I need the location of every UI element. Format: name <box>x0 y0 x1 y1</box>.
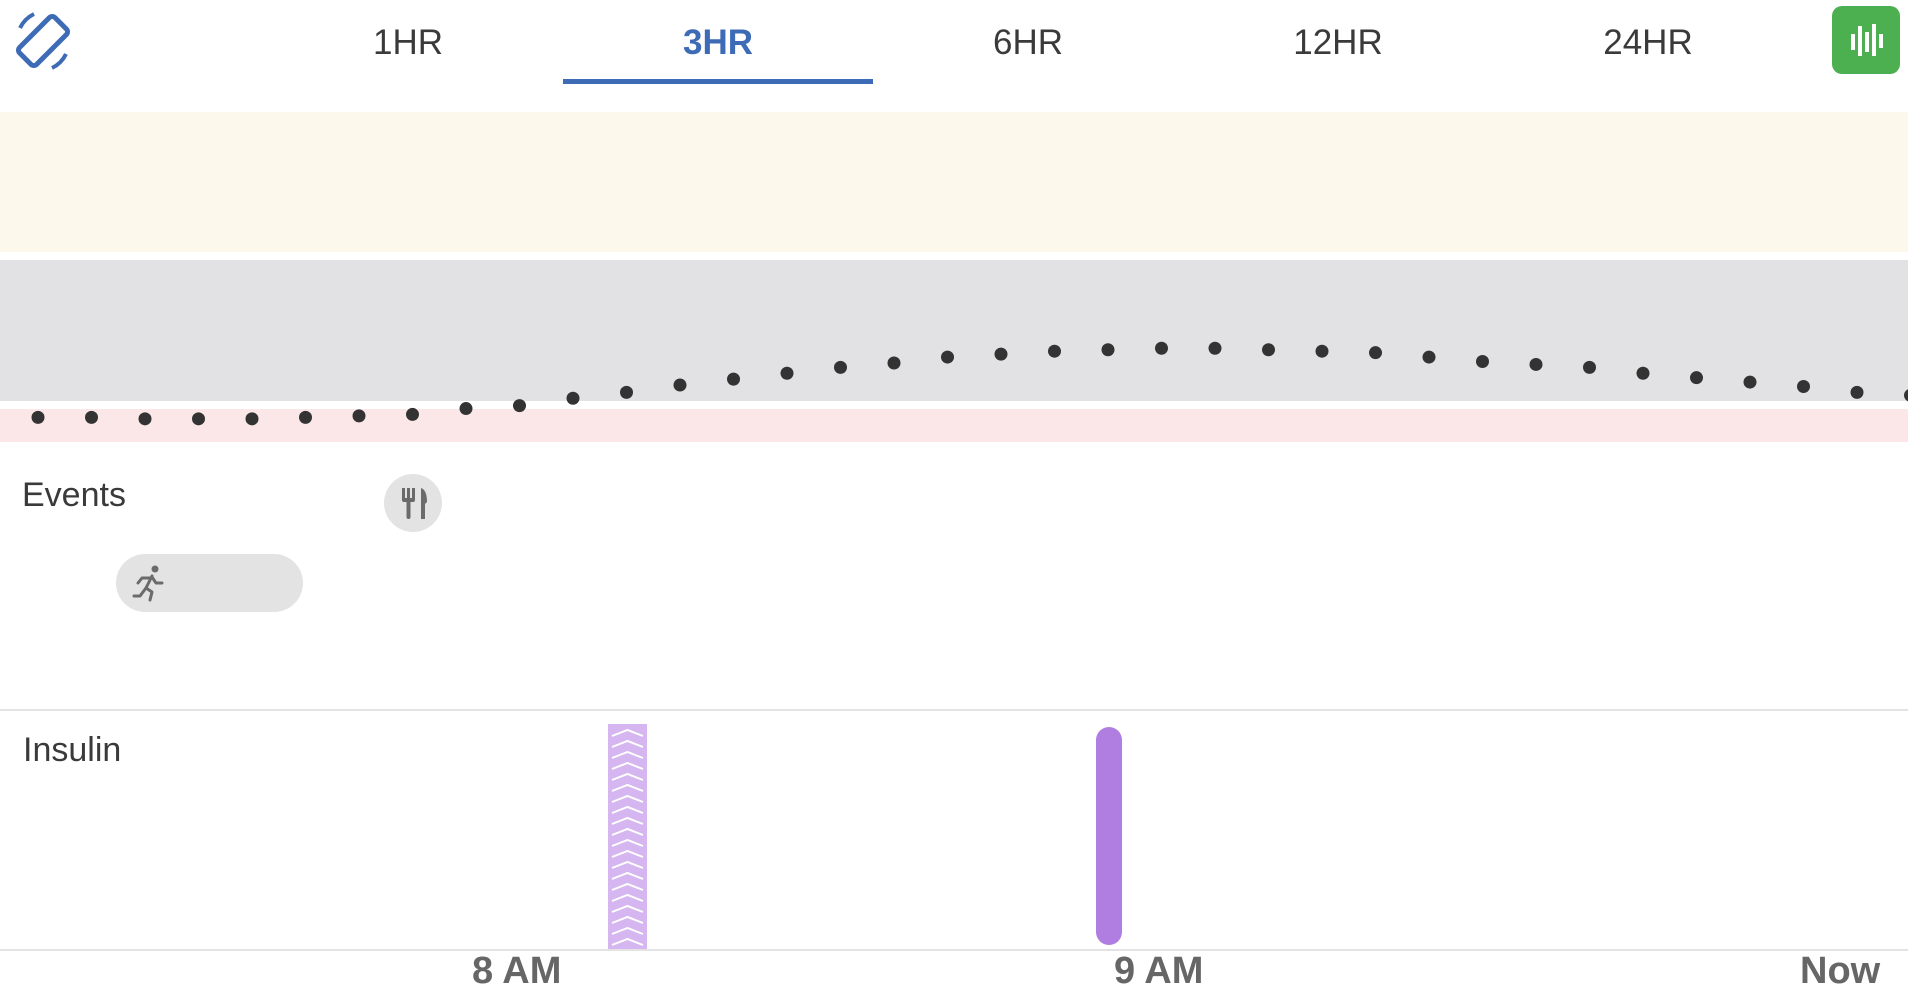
active-tab-indicator <box>563 79 873 84</box>
insulin-label: Insulin <box>23 731 122 769</box>
glucose-reading-dot <box>406 407 419 421</box>
glucose-reading-dot <box>1262 343 1275 357</box>
glucose-reading-dot <box>994 347 1008 361</box>
glucose-reading-dot <box>1850 385 1864 399</box>
glucose-reading-dot <box>299 410 312 424</box>
glucose-reading-dot <box>1797 379 1810 393</box>
high-range-band <box>0 112 1908 252</box>
tab-12hr[interactable]: 12HR <box>1293 23 1383 62</box>
glucose-reading-dot <box>352 409 366 423</box>
tab-3hr[interactable]: 3HR <box>682 23 754 62</box>
exercise-event[interactable] <box>116 554 303 612</box>
glucose-reading-dot <box>727 372 740 386</box>
axis-label-9am: 9 AM <box>1114 950 1204 992</box>
basal-insulin-bar[interactable] <box>608 724 647 950</box>
low-range-band <box>0 409 1908 442</box>
bar-chart-icon <box>1851 24 1883 56</box>
glucose-reading-dot <box>941 350 954 364</box>
axis-divider <box>0 949 1908 951</box>
glucose-reading-dot <box>1636 366 1650 380</box>
glucose-reading-dot <box>138 412 152 426</box>
glucose-reading-dot <box>1315 344 1329 358</box>
meal-event[interactable] <box>384 474 442 532</box>
glucose-reading-dot <box>1743 375 1757 389</box>
tab-6hr[interactable]: 6HR <box>992 23 1064 62</box>
events-divider <box>0 709 1908 711</box>
glucose-reading-dot <box>1529 357 1543 371</box>
glucose-reading-dot <box>566 391 580 405</box>
tab-1hr[interactable]: 1HR <box>372 23 444 62</box>
glucose-reading-dot <box>780 366 794 380</box>
fork-knife-icon <box>402 488 427 519</box>
glucose-reading-dot <box>1690 371 1703 385</box>
glucose-reading-dot <box>673 378 687 392</box>
glucose-reading-dot <box>459 402 473 416</box>
glucose-reading-dot <box>1208 341 1222 355</box>
axis-label-now: Now <box>1800 950 1881 992</box>
screen-rotation-icon[interactable] <box>8 6 78 76</box>
glucose-reading-dot <box>513 399 526 413</box>
glucose-reading-dot <box>1476 355 1489 368</box>
glucose-reading-dot <box>31 410 45 424</box>
axis-label-8am: 8 AM <box>472 950 562 992</box>
target-range-band <box>0 260 1908 401</box>
glucose-reading-dot <box>245 412 259 426</box>
glucose-reading-dot <box>1422 350 1436 364</box>
running-person-icon <box>132 565 164 602</box>
glucose-reading-dot <box>620 385 633 399</box>
glucose-reading-dot <box>1369 346 1382 360</box>
glucose-reading-dot <box>1904 389 1908 402</box>
glucose-reading-dot <box>85 410 98 424</box>
glucose-reading-dot <box>1048 344 1061 358</box>
glucose-dots <box>31 341 1908 426</box>
bolus-insulin-bar[interactable] <box>1096 727 1122 945</box>
tab-24hr[interactable]: 24HR <box>1603 23 1693 62</box>
glucose-reading-dot <box>834 360 847 374</box>
glucose-reading-dot <box>192 412 205 426</box>
events-label: Events <box>22 476 126 514</box>
glucose-reading-dot <box>1155 341 1168 355</box>
glucose-reading-dot <box>1583 360 1596 374</box>
glucose-reading-dot <box>887 356 901 370</box>
glucose-reading-dot <box>1101 343 1115 357</box>
chart-view-button[interactable] <box>1832 6 1900 74</box>
